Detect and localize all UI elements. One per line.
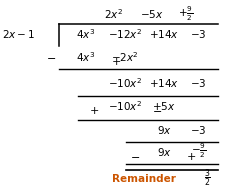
- Text: $+$: $+$: [185, 151, 195, 162]
- Text: $+14x$: $+14x$: [148, 77, 178, 89]
- Text: $-3$: $-3$: [190, 28, 206, 40]
- Text: $\frac{3}{2}$: $\frac{3}{2}$: [203, 167, 210, 189]
- Text: $+\frac{9}{2}$: $+\frac{9}{2}$: [178, 4, 193, 23]
- Text: $-3$: $-3$: [190, 77, 206, 89]
- Text: $+14x$: $+14x$: [148, 28, 178, 40]
- Text: $+5x$: $+5x$: [152, 100, 175, 112]
- Text: $9x$: $9x$: [156, 146, 171, 158]
- Text: $-2x^2$: $-2x^2$: [111, 50, 139, 64]
- Text: $-$: $-$: [130, 151, 140, 161]
- Text: $-12x^2$: $-12x^2$: [108, 28, 142, 41]
- Text: $-3$: $-3$: [190, 124, 206, 136]
- Text: $2x^2$: $2x^2$: [104, 7, 123, 21]
- Text: $-$: $-$: [151, 105, 161, 115]
- Text: $-\frac{9}{2}$: $-\frac{9}{2}$: [190, 142, 205, 160]
- Text: $9x$: $9x$: [156, 124, 171, 136]
- Text: $-10x^2$: $-10x^2$: [108, 99, 142, 113]
- Text: $4x^3$: $4x^3$: [76, 50, 95, 64]
- Text: $-5x$: $-5x$: [140, 8, 163, 20]
- Text: $+$: $+$: [88, 105, 98, 116]
- Text: $+$: $+$: [111, 56, 121, 67]
- Text: $-10x^2$: $-10x^2$: [108, 76, 142, 90]
- Text: $4x^3$: $4x^3$: [76, 28, 95, 41]
- Text: Remainder: Remainder: [112, 174, 175, 184]
- Text: $2x-1$: $2x-1$: [3, 28, 35, 40]
- Text: $-$: $-$: [45, 52, 55, 62]
